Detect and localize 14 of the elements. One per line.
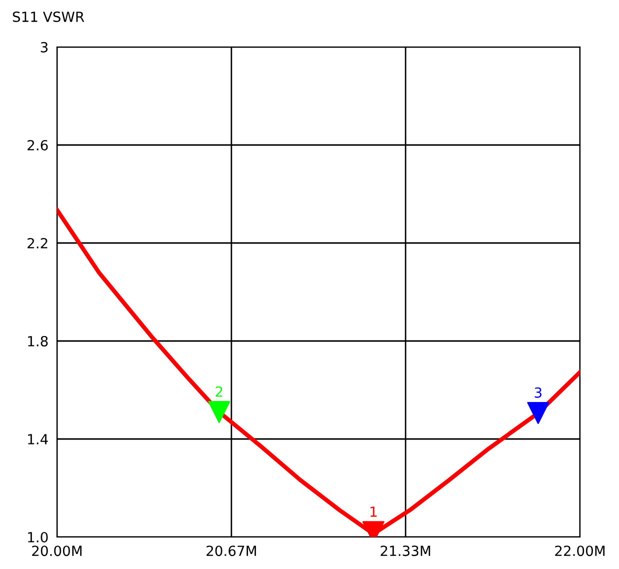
y-tick-label: 1.0 (28, 532, 48, 542)
x-tick-label: 22.00M (555, 546, 605, 556)
y-tick-label: 2.2 (28, 238, 48, 248)
y-tick-label: 1.8 (28, 336, 48, 346)
y-tick-label: 3 (40, 42, 48, 52)
y-tick-label: 2.6 (28, 140, 48, 150)
series-label: 3 (534, 387, 542, 398)
series-label: 1 (370, 506, 377, 517)
x-tick-label: 21.33M (380, 546, 430, 556)
chart-title: S11 VSWR (12, 12, 84, 22)
y-tick-label: 1.4 (28, 434, 48, 444)
x-tick-label: 20.67M (206, 546, 256, 556)
x-tick-label: 20.00M (32, 546, 82, 556)
series-label: 2 (216, 386, 222, 397)
